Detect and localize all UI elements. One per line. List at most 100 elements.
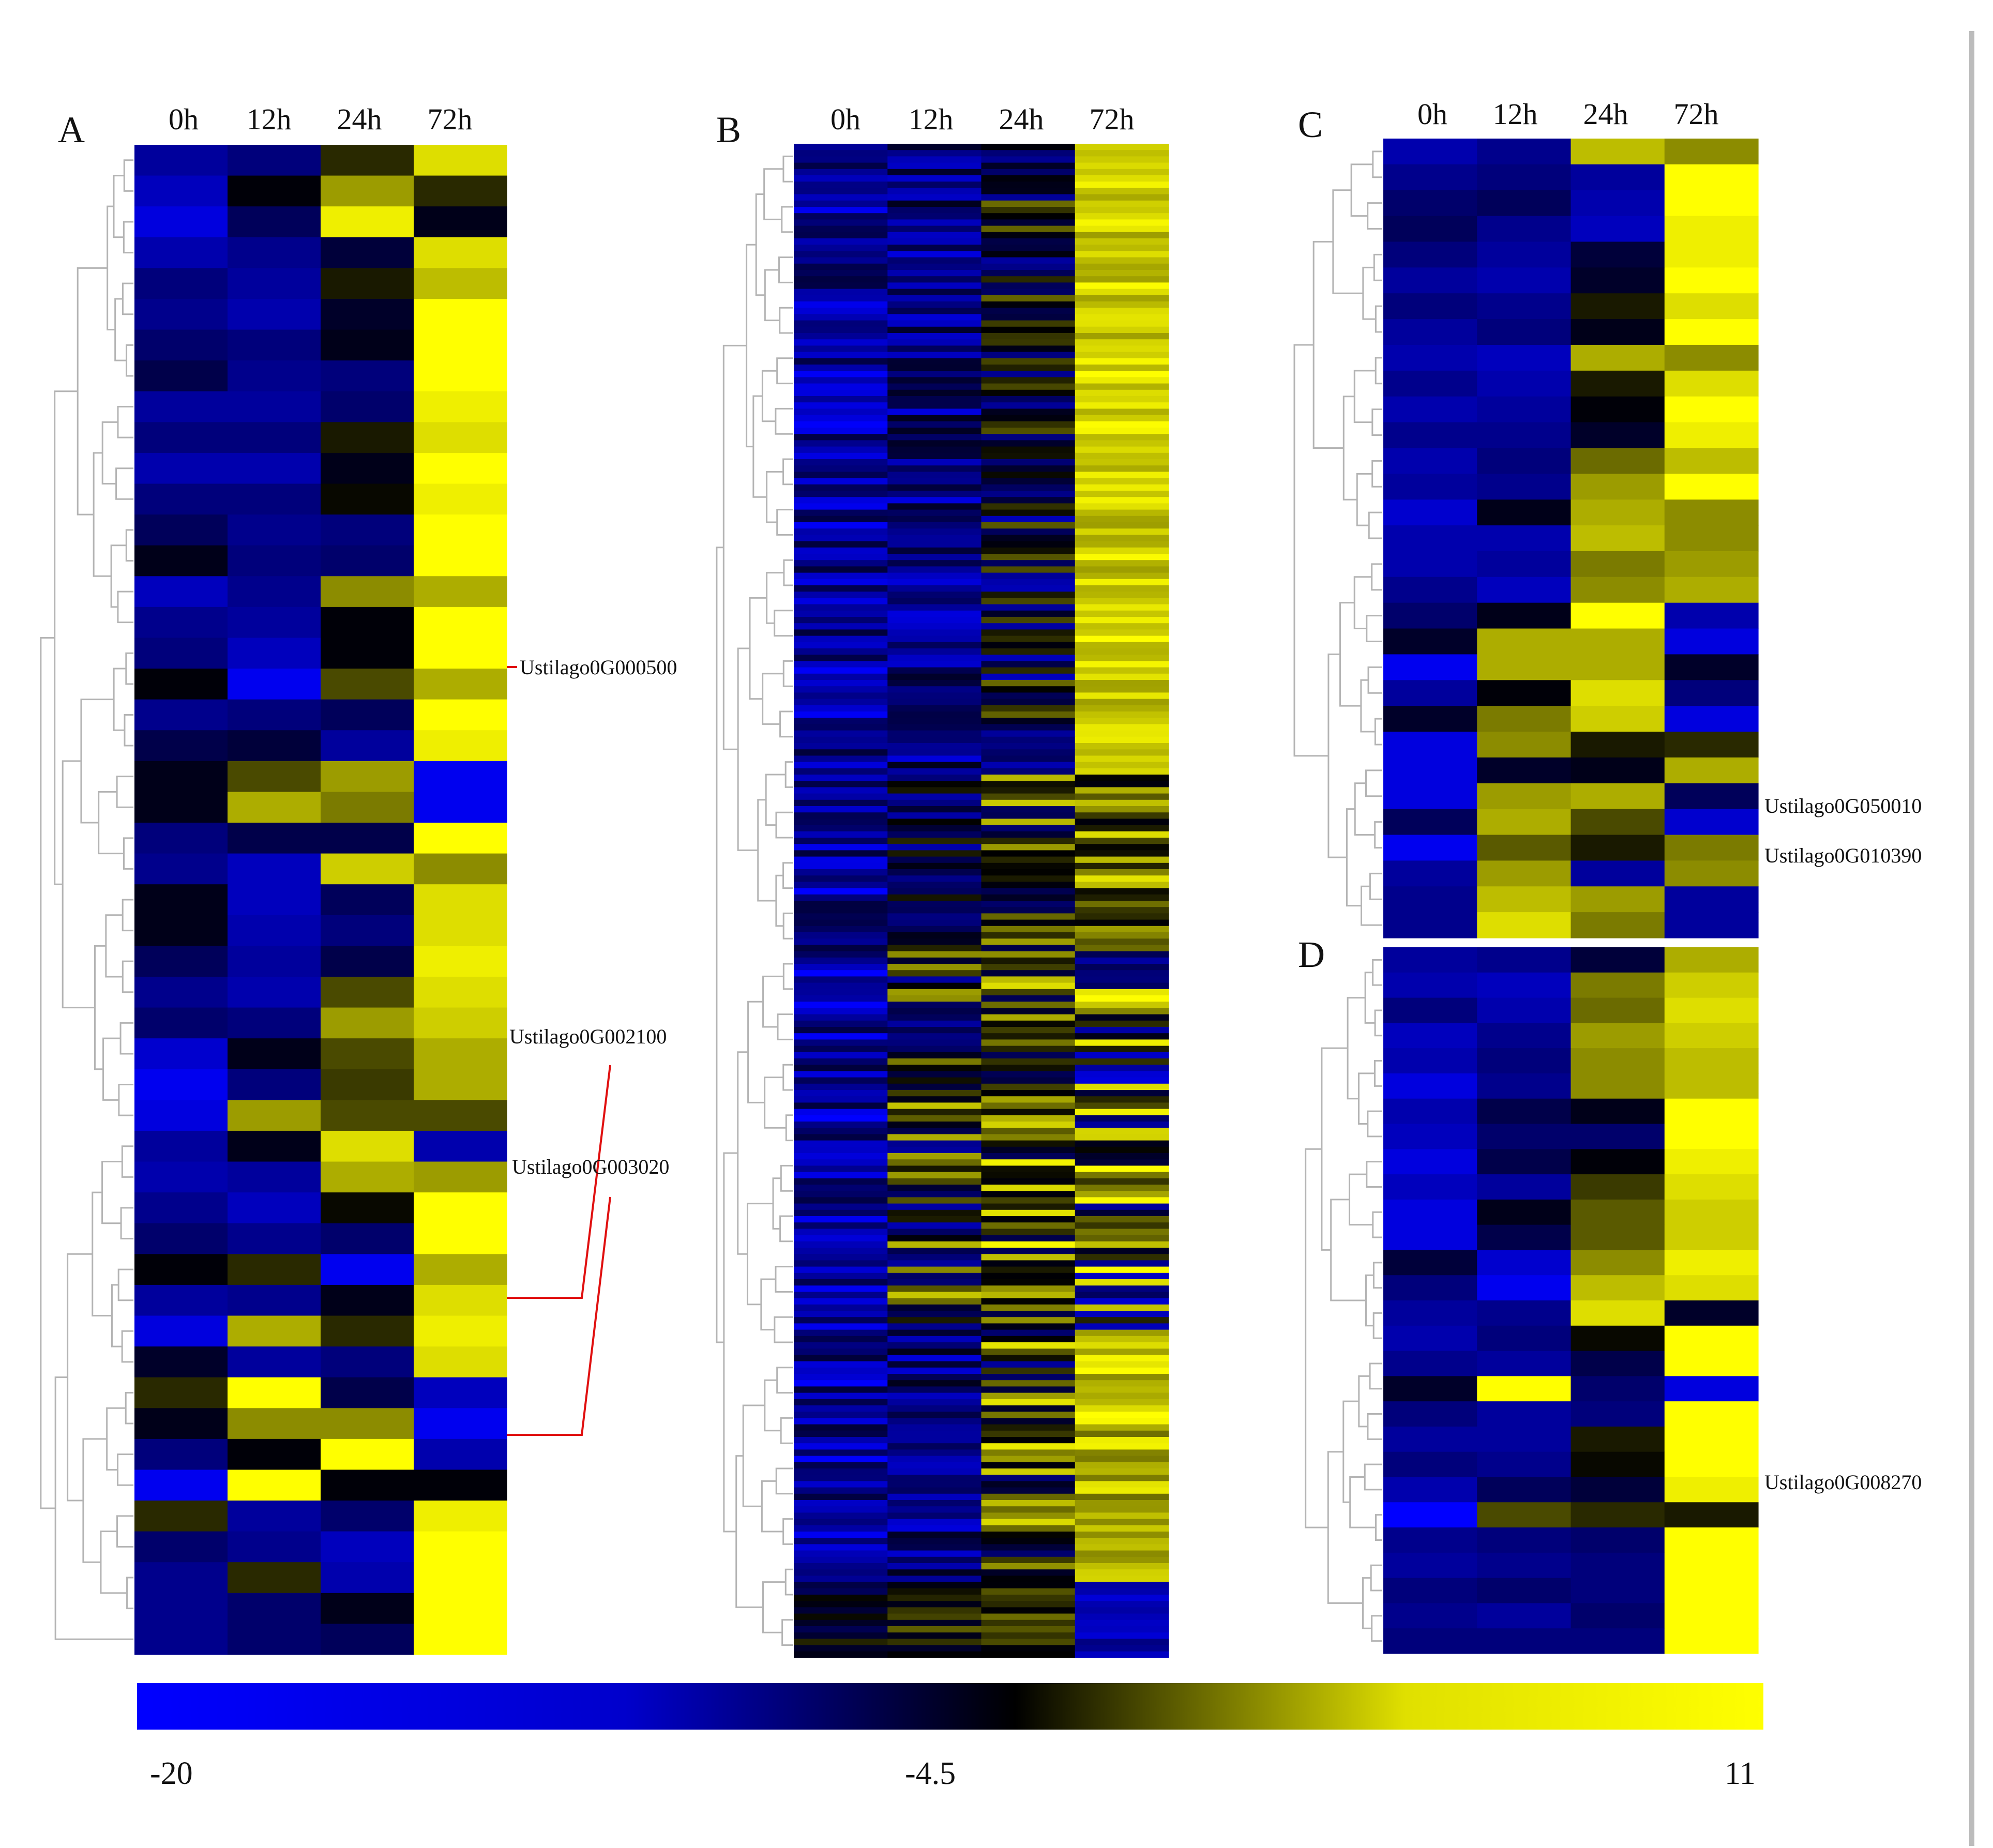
heatmap-cell [794, 1525, 888, 1532]
heatmap-cell [794, 1096, 888, 1103]
heatmap-cell [794, 1569, 888, 1576]
heatmap-cell [1383, 344, 1477, 371]
heatmap-cell [1664, 1250, 1759, 1276]
heatmap-cell [414, 1346, 507, 1378]
heatmap-cell [1075, 1361, 1169, 1368]
heatmap-cell [981, 528, 1076, 535]
heatmap-cell [887, 352, 982, 359]
heatmap-cell [981, 869, 1076, 876]
heatmap-cell [887, 1607, 982, 1614]
heatmap-cell [981, 1506, 1076, 1513]
heatmap-cell [1075, 680, 1169, 687]
heatmap-cell [134, 452, 228, 484]
heatmap-cell [321, 884, 414, 916]
heatmap-cell [1664, 1098, 1759, 1125]
heatmap-cell [1075, 1298, 1169, 1305]
heatmap-cell [321, 514, 414, 546]
heatmap-cell [887, 1096, 982, 1103]
heatmap-cell [414, 1562, 507, 1594]
heatmap-cell [981, 982, 1076, 990]
heatmap-cell [887, 1216, 982, 1223]
heatmap-cell [981, 781, 1076, 787]
heatmap-cell [887, 402, 982, 409]
heatmap-cell [794, 472, 888, 479]
heatmap-cell [414, 1377, 507, 1408]
heatmap-cell [794, 661, 888, 668]
heatmap-cell [981, 1619, 1076, 1627]
dendrogram-branch [761, 1480, 783, 1533]
heatmap-cell [887, 1102, 982, 1110]
heatmap-cell [887, 175, 982, 182]
heatmap-cell [794, 1639, 888, 1646]
heatmap-cell [794, 169, 888, 176]
heatmap-cell [887, 888, 982, 895]
heatmap-cell [1477, 1376, 1572, 1402]
heatmap-cell [1075, 207, 1169, 214]
heatmap-cell [1075, 566, 1169, 573]
heatmap-cell [1075, 838, 1169, 844]
heatmap-cell [794, 516, 888, 523]
heatmap-cell [1075, 856, 1169, 864]
heatmap-panel-a [134, 145, 507, 1655]
heatmap-cell [887, 1380, 982, 1387]
heatmap-cell [981, 1165, 1076, 1173]
heatmap-cell [887, 238, 982, 245]
dendrogram-branch [1362, 1577, 1372, 1629]
heatmap-cell [1477, 216, 1572, 243]
heatmap-cell [981, 478, 1076, 485]
heatmap-cell [887, 478, 982, 485]
heatmap-cell [1664, 1451, 1759, 1478]
heatmap-cell [414, 1161, 507, 1193]
heatmap-cell [1075, 1519, 1169, 1526]
heatmap-cell [1383, 293, 1477, 320]
heatmap-cell [981, 1475, 1076, 1481]
heatmap-cell [981, 673, 1076, 680]
heatmap-cell [887, 1229, 982, 1236]
heatmap-cell [981, 1563, 1076, 1570]
heatmap-cell [981, 1292, 1076, 1299]
heatmap-cell [794, 402, 888, 409]
heatmap-cell [981, 213, 1076, 220]
heatmap-cell [887, 1128, 982, 1134]
heatmap-cell [321, 1223, 414, 1254]
heatmap-cell [794, 503, 888, 510]
heatmap-cell [887, 295, 982, 302]
heatmap-cell [1571, 1426, 1665, 1452]
heatmap-cell [887, 232, 982, 239]
heatmap-cell [887, 1090, 982, 1097]
heatmap-cell [1075, 724, 1169, 731]
heatmap-cell [887, 598, 982, 605]
heatmap-cell [981, 970, 1076, 977]
heatmap-cell [887, 1626, 982, 1633]
heatmap-cell [1075, 452, 1169, 460]
heatmap-cell [887, 945, 982, 952]
heatmap-cell [321, 360, 414, 392]
heatmap-cell [321, 792, 414, 823]
heatmap-cell [134, 1161, 228, 1193]
heatmap-cell [1383, 1376, 1477, 1402]
heatmap-cell [887, 762, 982, 769]
heatmap-cell [794, 938, 888, 945]
heatmap-cell [887, 1033, 982, 1040]
heatmap-cell [794, 768, 888, 775]
heatmap-cell [134, 1377, 228, 1408]
heatmap-cell [1477, 1628, 1572, 1654]
dendrogram-branch [755, 193, 765, 296]
color-scale-min-label: -20 [150, 1756, 193, 1791]
heatmap-cell [981, 257, 1076, 264]
column-label: 0h [831, 102, 860, 136]
heatmap-cell [228, 1438, 321, 1471]
heatmap-cell [1664, 1073, 1759, 1099]
heatmap-cell [794, 1077, 888, 1084]
heatmap-cell [1477, 344, 1572, 371]
heatmap-cell [1383, 1351, 1477, 1376]
heatmap-cell [981, 1153, 1076, 1160]
dendrogram-branch [776, 357, 793, 385]
heatmap-cell [1075, 478, 1169, 485]
heatmap-cell [414, 884, 507, 916]
heatmap-cell [981, 156, 1076, 163]
heatmap-cell [981, 408, 1076, 416]
dendrogram-branch [110, 544, 127, 608]
heatmap-cell [887, 635, 982, 643]
